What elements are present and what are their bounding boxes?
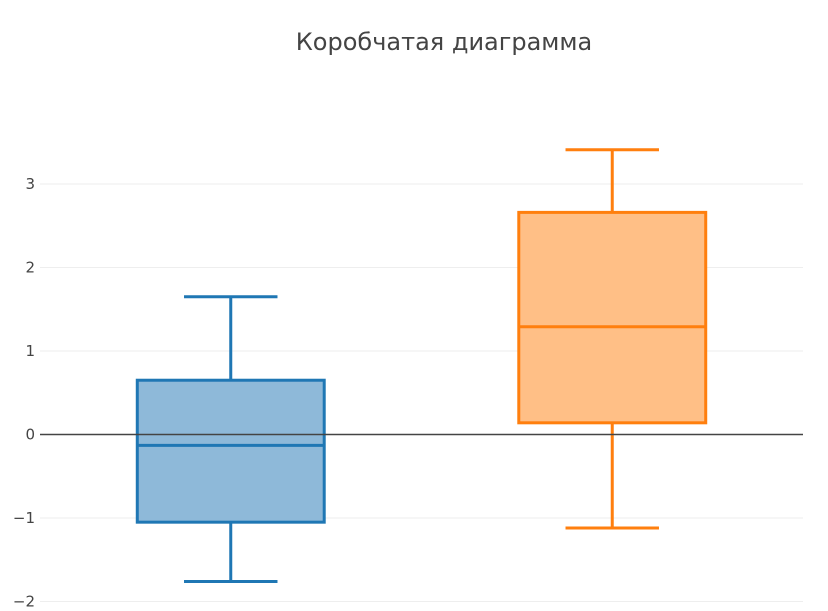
box-series-2 [517,148,708,530]
y-axis: −2 −1 0 1 2 3 [13,175,35,611]
box-iqr [517,210,708,425]
y-tick-label: 2 [25,259,35,277]
chart-title: Коробчатая диаграмма [296,28,592,56]
y-tick-label: −1 [13,509,35,527]
boxes [40,148,803,583]
y-tick-label: 1 [25,342,35,360]
y-tick-label: 0 [25,426,35,444]
y-tick-label: 3 [25,175,35,193]
y-tick-label: −2 [13,593,35,611]
box-series-1 [135,295,326,583]
box-iqr [135,378,326,524]
